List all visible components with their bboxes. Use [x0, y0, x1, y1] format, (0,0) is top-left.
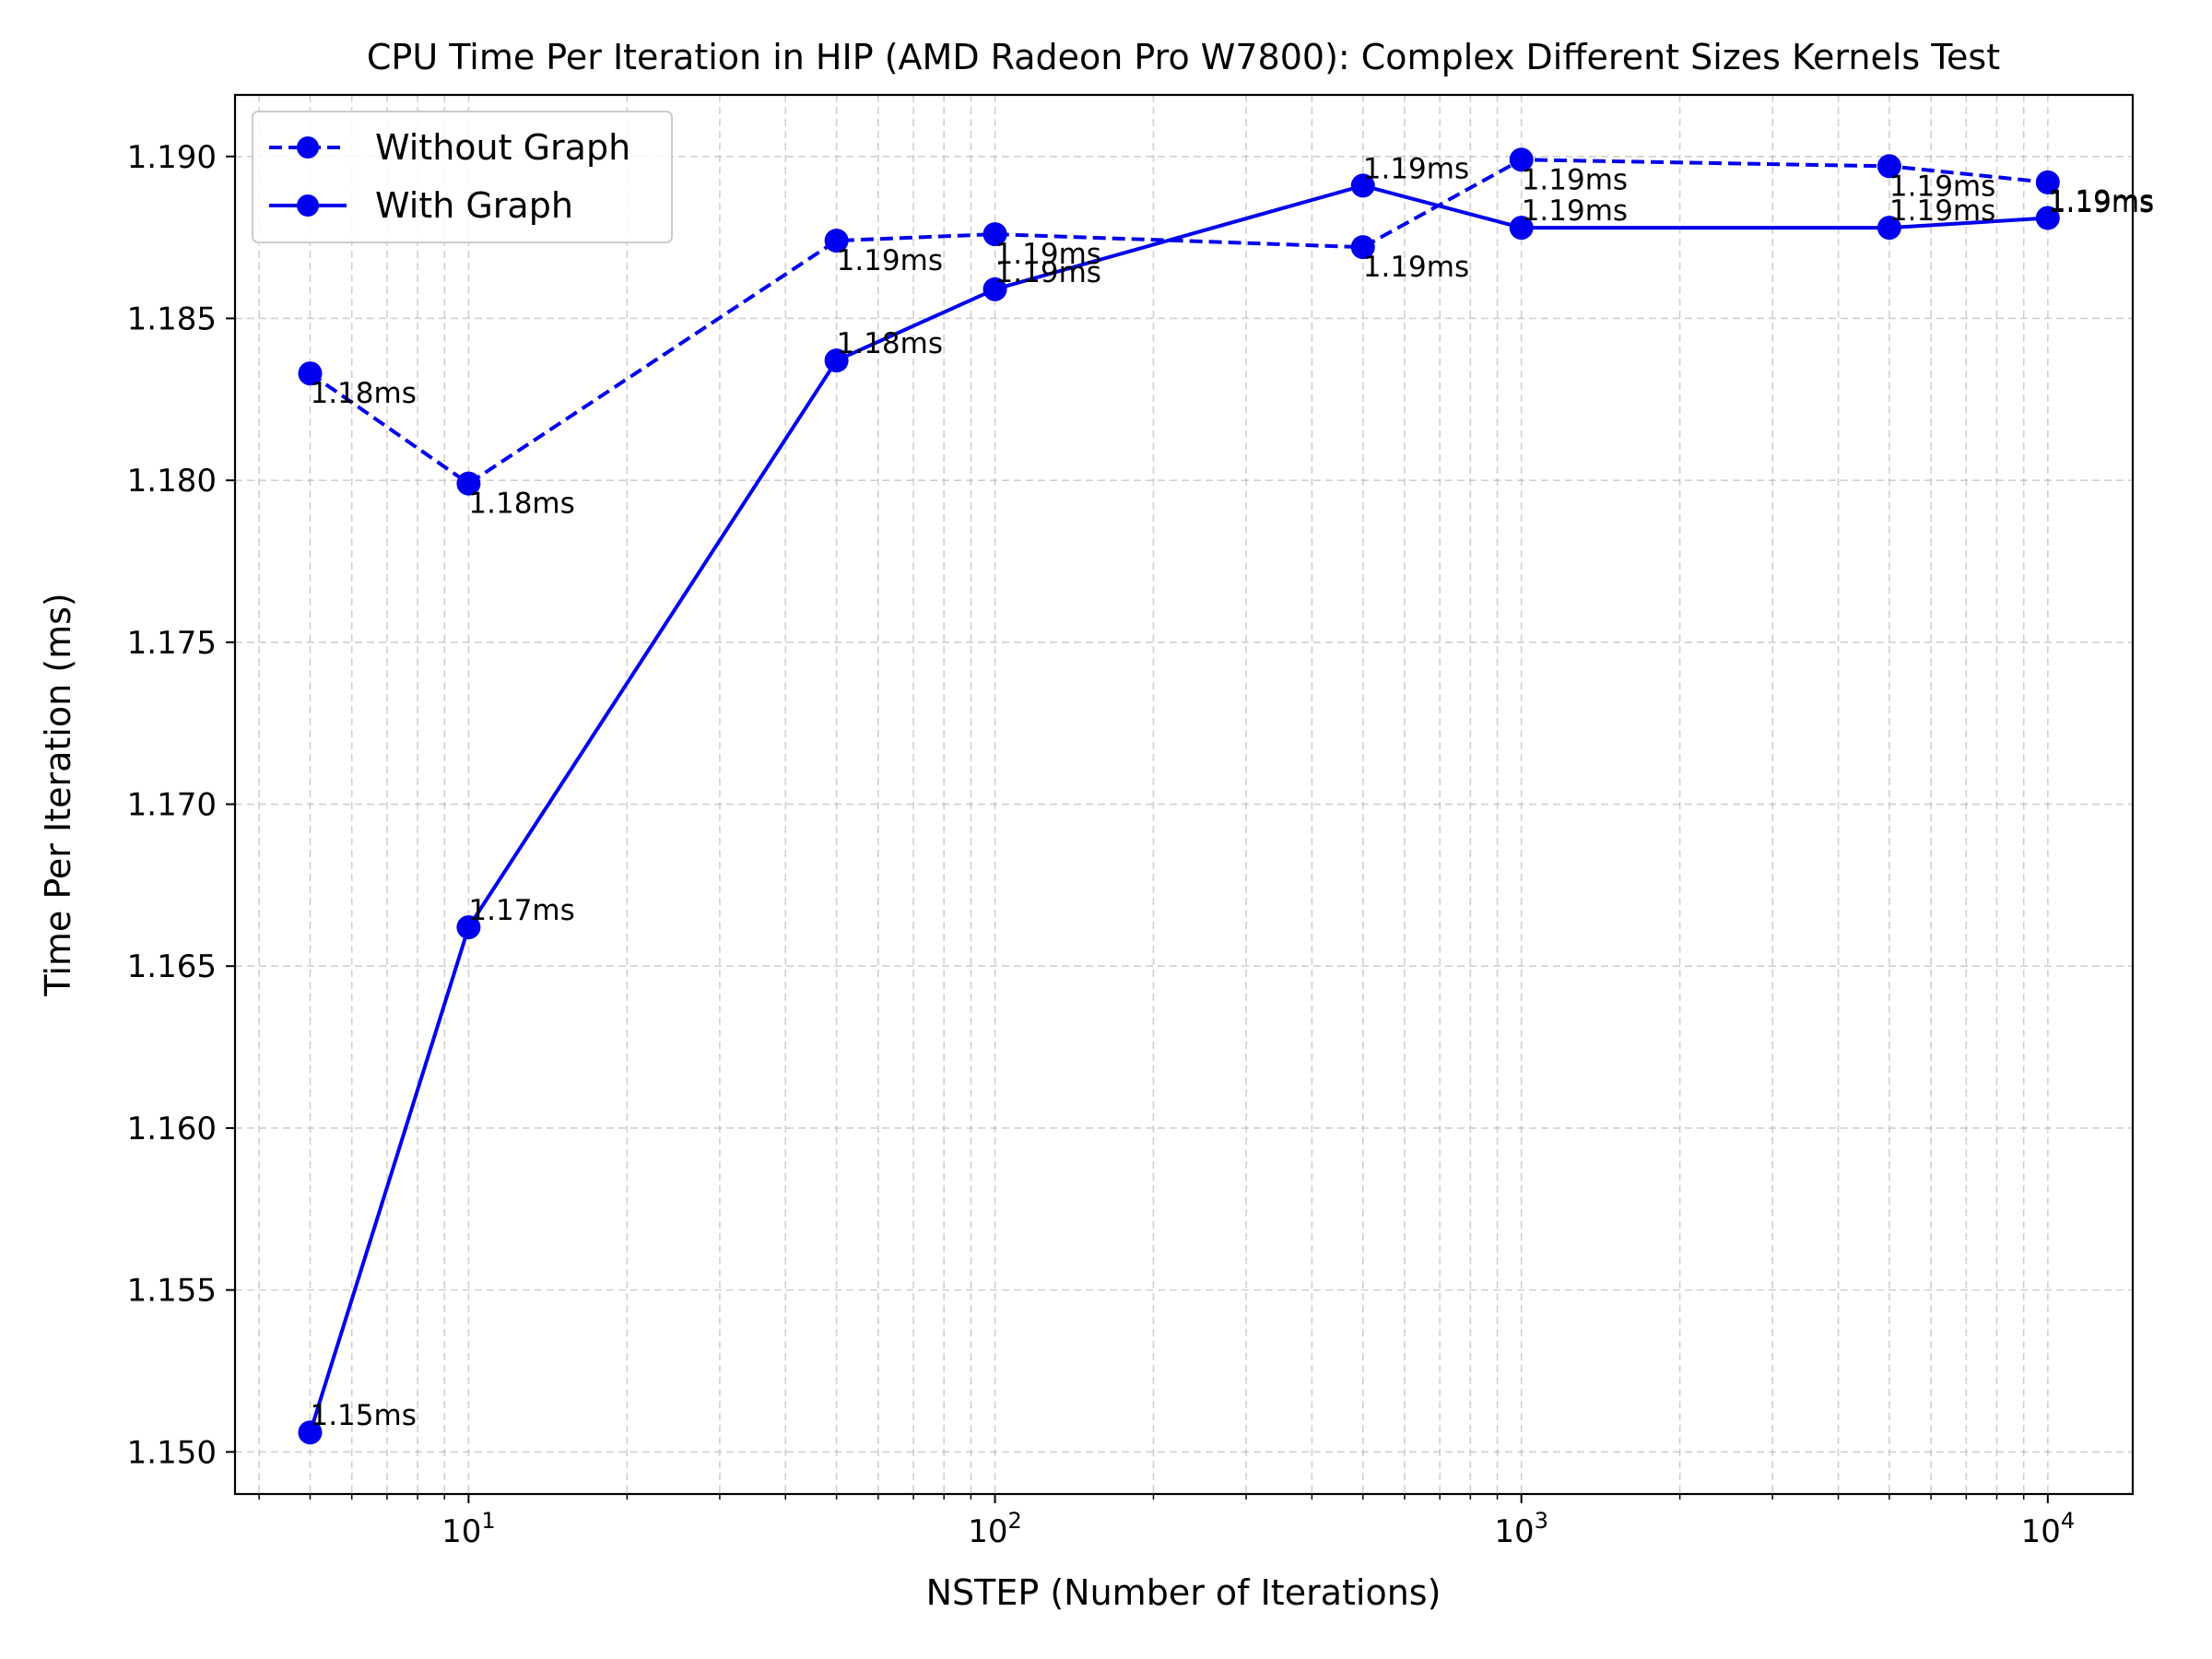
point-without-graph — [982, 222, 1007, 247]
grid — [235, 95, 2133, 1494]
legend-marker-without-graph — [297, 136, 319, 159]
point-without-graph — [2035, 170, 2060, 194]
x-tick-label: 104 — [2021, 1508, 2076, 1550]
point-without-graph — [456, 471, 481, 496]
data-label-with-graph: 1.19ms — [2048, 185, 2154, 218]
data-label-with-graph: 1.19ms — [1522, 194, 1628, 228]
point-with-graph — [298, 1420, 323, 1445]
chart-title: CPU Time Per Iteration in HIP (AMD Radeo… — [367, 37, 2000, 77]
data-label-with-graph: 1.18ms — [837, 327, 943, 360]
y-tick-label: 1.180 — [127, 463, 217, 500]
data-label-with-graph: 1.19ms — [995, 256, 1101, 289]
x-tick-label: 101 — [441, 1508, 496, 1550]
data-label-without-graph: 1.19ms — [995, 238, 1101, 271]
point-without-graph — [1509, 147, 1534, 172]
series-layer — [298, 147, 2060, 1445]
data-label-with-graph: 1.17ms — [468, 894, 574, 927]
point-with-graph — [982, 276, 1007, 301]
legend-label-with-graph: With Graph — [375, 185, 573, 226]
data-label-without-graph: 1.19ms — [1889, 170, 1995, 203]
y-tick-label: 1.190 — [127, 139, 217, 176]
point-with-graph — [1877, 216, 1901, 241]
point-with-graph — [1509, 216, 1534, 241]
y-tick-label: 1.170 — [127, 787, 217, 824]
data-label-with-graph: 1.19ms — [1889, 194, 1995, 228]
y-axis-label: Time Per Iteration (ms) — [38, 593, 78, 996]
x-tick-label: 102 — [968, 1508, 1022, 1550]
legend: Without Graph With Graph — [252, 111, 673, 243]
y-tick-label: 1.165 — [127, 948, 217, 985]
y-tick-label: 1.155 — [127, 1273, 217, 1310]
data-label-without-graph: 1.18ms — [468, 488, 574, 521]
legend-label-without-graph: Without Graph — [375, 127, 630, 168]
y-tick-label: 1.175 — [127, 625, 217, 662]
data-label-without-graph: 1.19ms — [2048, 186, 2154, 219]
data-label-without-graph: 1.19ms — [837, 244, 943, 277]
data-label-without-graph: 1.19ms — [1363, 251, 1469, 284]
point-without-graph — [1877, 154, 1901, 179]
y-tick-label: 1.160 — [127, 1111, 217, 1147]
x-tick-label: 103 — [1494, 1508, 1548, 1550]
point-with-graph — [456, 915, 481, 940]
point-without-graph — [298, 361, 323, 386]
legend-box — [252, 111, 673, 243]
point-with-graph — [824, 348, 849, 373]
legend-marker-with-graph — [297, 194, 319, 217]
point-without-graph — [824, 229, 849, 253]
data-label-without-graph: 1.19ms — [1522, 163, 1628, 196]
data-label-with-graph: 1.19ms — [1363, 152, 1469, 185]
data-label-with-graph: 1.15ms — [310, 1399, 416, 1432]
series-line-with-graph — [308, 183, 2048, 1433]
series-line-without-graph — [309, 158, 2049, 486]
point-with-graph — [1350, 173, 1375, 198]
y-tick-label: 1.150 — [127, 1434, 217, 1471]
x-axis-label: NSTEP (Number of Iterations) — [926, 1572, 1441, 1613]
plot-frame — [233, 93, 2135, 1496]
data-label-without-graph: 1.18ms — [310, 377, 416, 410]
axis-ticks: 101 102 103 104 1.150 1.155 1.160 1.165 1.170 1.1… — [127, 139, 2075, 1550]
point-without-graph — [1350, 235, 1375, 260]
point-with-graph — [2035, 206, 2060, 230]
y-tick-label: 1.185 — [127, 300, 217, 337]
